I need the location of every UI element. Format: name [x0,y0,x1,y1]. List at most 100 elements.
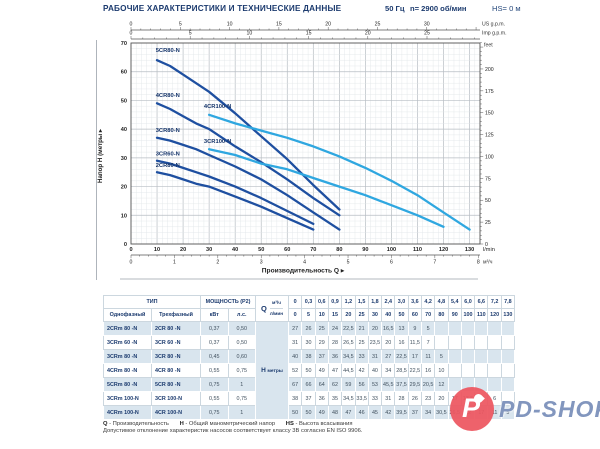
head-value [434,335,449,350]
svg-text:25: 25 [424,31,430,37]
head-value [474,321,489,336]
head-value: 37 [314,349,329,364]
three-phase-model: 5CR 80 -N [150,377,202,392]
head-value: 34,5 [341,391,356,406]
svg-text:20: 20 [180,247,186,253]
head-value: 31 [381,391,396,406]
head-value [487,321,502,336]
three-phase-model: 2CR 80 -N [150,321,202,336]
head-value: 66 [301,377,316,392]
head-value: 33 [354,349,369,364]
head-value [460,363,476,378]
q-lmin-header: 130 [500,308,516,322]
q-m3h-header: 6,6 [474,295,489,309]
head-value: 37 [407,405,422,420]
svg-text:30: 30 [206,247,212,253]
head-value: 23 [420,391,436,406]
head-value: 16 [394,335,409,350]
head-value: 48 [327,405,343,420]
single-phase-model: 5CRm 80 -N [103,377,152,392]
svg-text:0: 0 [130,22,133,28]
single-phase-model: 2CRm 80 -N [103,321,152,336]
head-value: 39,5 [394,405,409,420]
head-value: 25 [314,321,329,336]
head-value: 29,5 [407,377,422,392]
speed-value: n= 2900 об/мин [410,4,467,13]
col-header-hp: л.с. [227,308,257,322]
svg-text:3: 3 [260,260,263,266]
head-value: 56 [354,377,369,392]
head-value: 42 [381,405,396,420]
head-value [434,321,449,336]
q-m3h-header: 0,9 [327,295,343,309]
svg-text:15: 15 [276,22,282,28]
svg-text:175: 175 [485,89,494,95]
single-phase-model: 4CRm 80 -N [103,363,152,378]
single-phase-model: 3CRm 80 -N [103,349,152,364]
col-header-single-phase: Однофазный [103,308,152,322]
head-value: 25 [354,335,369,350]
head-value: 36 [327,349,343,364]
power-hp-value: 1 [227,377,257,392]
svg-text:50: 50 [485,198,491,204]
unit-imp-gpm-label: Imp g.p.m. [482,31,507,37]
head-value: 40 [367,363,383,378]
svg-text:0: 0 [485,242,488,248]
head-value: 36 [314,391,329,406]
head-value: 50 [288,405,303,420]
col-header-power: МОЩНОСТЬ (P2) [200,295,257,309]
head-value: 31 [367,349,383,364]
table-row-2CR80-N: 2CRm 80 -N 2CR 80 -N 0,37 0,50 H метры 27 26 25… [103,321,516,420]
svg-text:10: 10 [247,31,253,37]
q-m3h-header: 1,2 [341,295,356,309]
curve-label-4CR100-N: 4CR100-N [204,104,231,110]
svg-text:150: 150 [485,111,494,117]
svg-text:30: 30 [121,156,127,162]
unit-us-gpm-label: US g.p.m. [482,22,505,28]
power-hp-value: 0,50 [227,335,257,350]
head-value: 21 [354,321,369,336]
watermark-text: PD-SHOP [499,395,600,422]
head-value: 27 [288,321,303,336]
page-title: РАБОЧИЕ ХАРАКТЕРИСТИКИ И ТЕХНИЧЕСКИЕ ДАН… [103,4,342,13]
col-header-kw: кВт [200,308,229,322]
svg-text:30: 30 [424,22,430,28]
head-value [487,349,502,364]
head-value: 34 [381,363,396,378]
power-hp-value: 0,60 [227,349,257,364]
head-value: 31 [288,335,303,350]
head-value: 34 [420,405,436,420]
svg-text:5: 5 [179,22,182,28]
head-value: 47 [327,363,343,378]
power-kw-value: 0,55 [200,363,229,378]
q-lmin-header: 50 [394,308,409,322]
q-lmin-header: 0 [288,308,303,322]
head-value: 17 [407,349,422,364]
head-value [460,335,476,350]
head-value: 64 [314,377,329,392]
curve-4CR100-N [207,113,471,231]
power-hp-value: 0,75 [227,391,257,406]
curve-label-3CR100-N: 3CR100-N [204,139,231,145]
head-value: 20,5 [420,377,436,392]
three-phase-model: 4CR 80 -N [150,363,202,378]
head-value: 29 [314,335,329,350]
head-value: 7 [420,335,436,350]
head-value: 28 [327,335,343,350]
q-m3h-header: 0,6 [314,295,329,309]
head-value: 13 [394,321,409,336]
q-m3h-header: 0 [288,295,303,309]
col-header-type: ТИП [102,295,202,309]
head-value: 47 [341,405,356,420]
head-value: 44,5 [341,363,356,378]
head-value: 59 [341,377,356,392]
svg-text:10: 10 [227,22,233,28]
unit-m3h-label: м³/ч [483,260,493,266]
q-m3h-header: 7,2 [487,295,502,309]
watermark: P PD-SHOP [450,387,600,431]
chart-curves: 5CR80-N 4CR80-N 3CR80-N 3CR60-N 2CR80-N 4CR10… [156,48,471,231]
head-value [487,377,502,392]
q-m3h-header: 1,8 [367,295,383,309]
q-lmin-header: 110 [474,308,489,322]
